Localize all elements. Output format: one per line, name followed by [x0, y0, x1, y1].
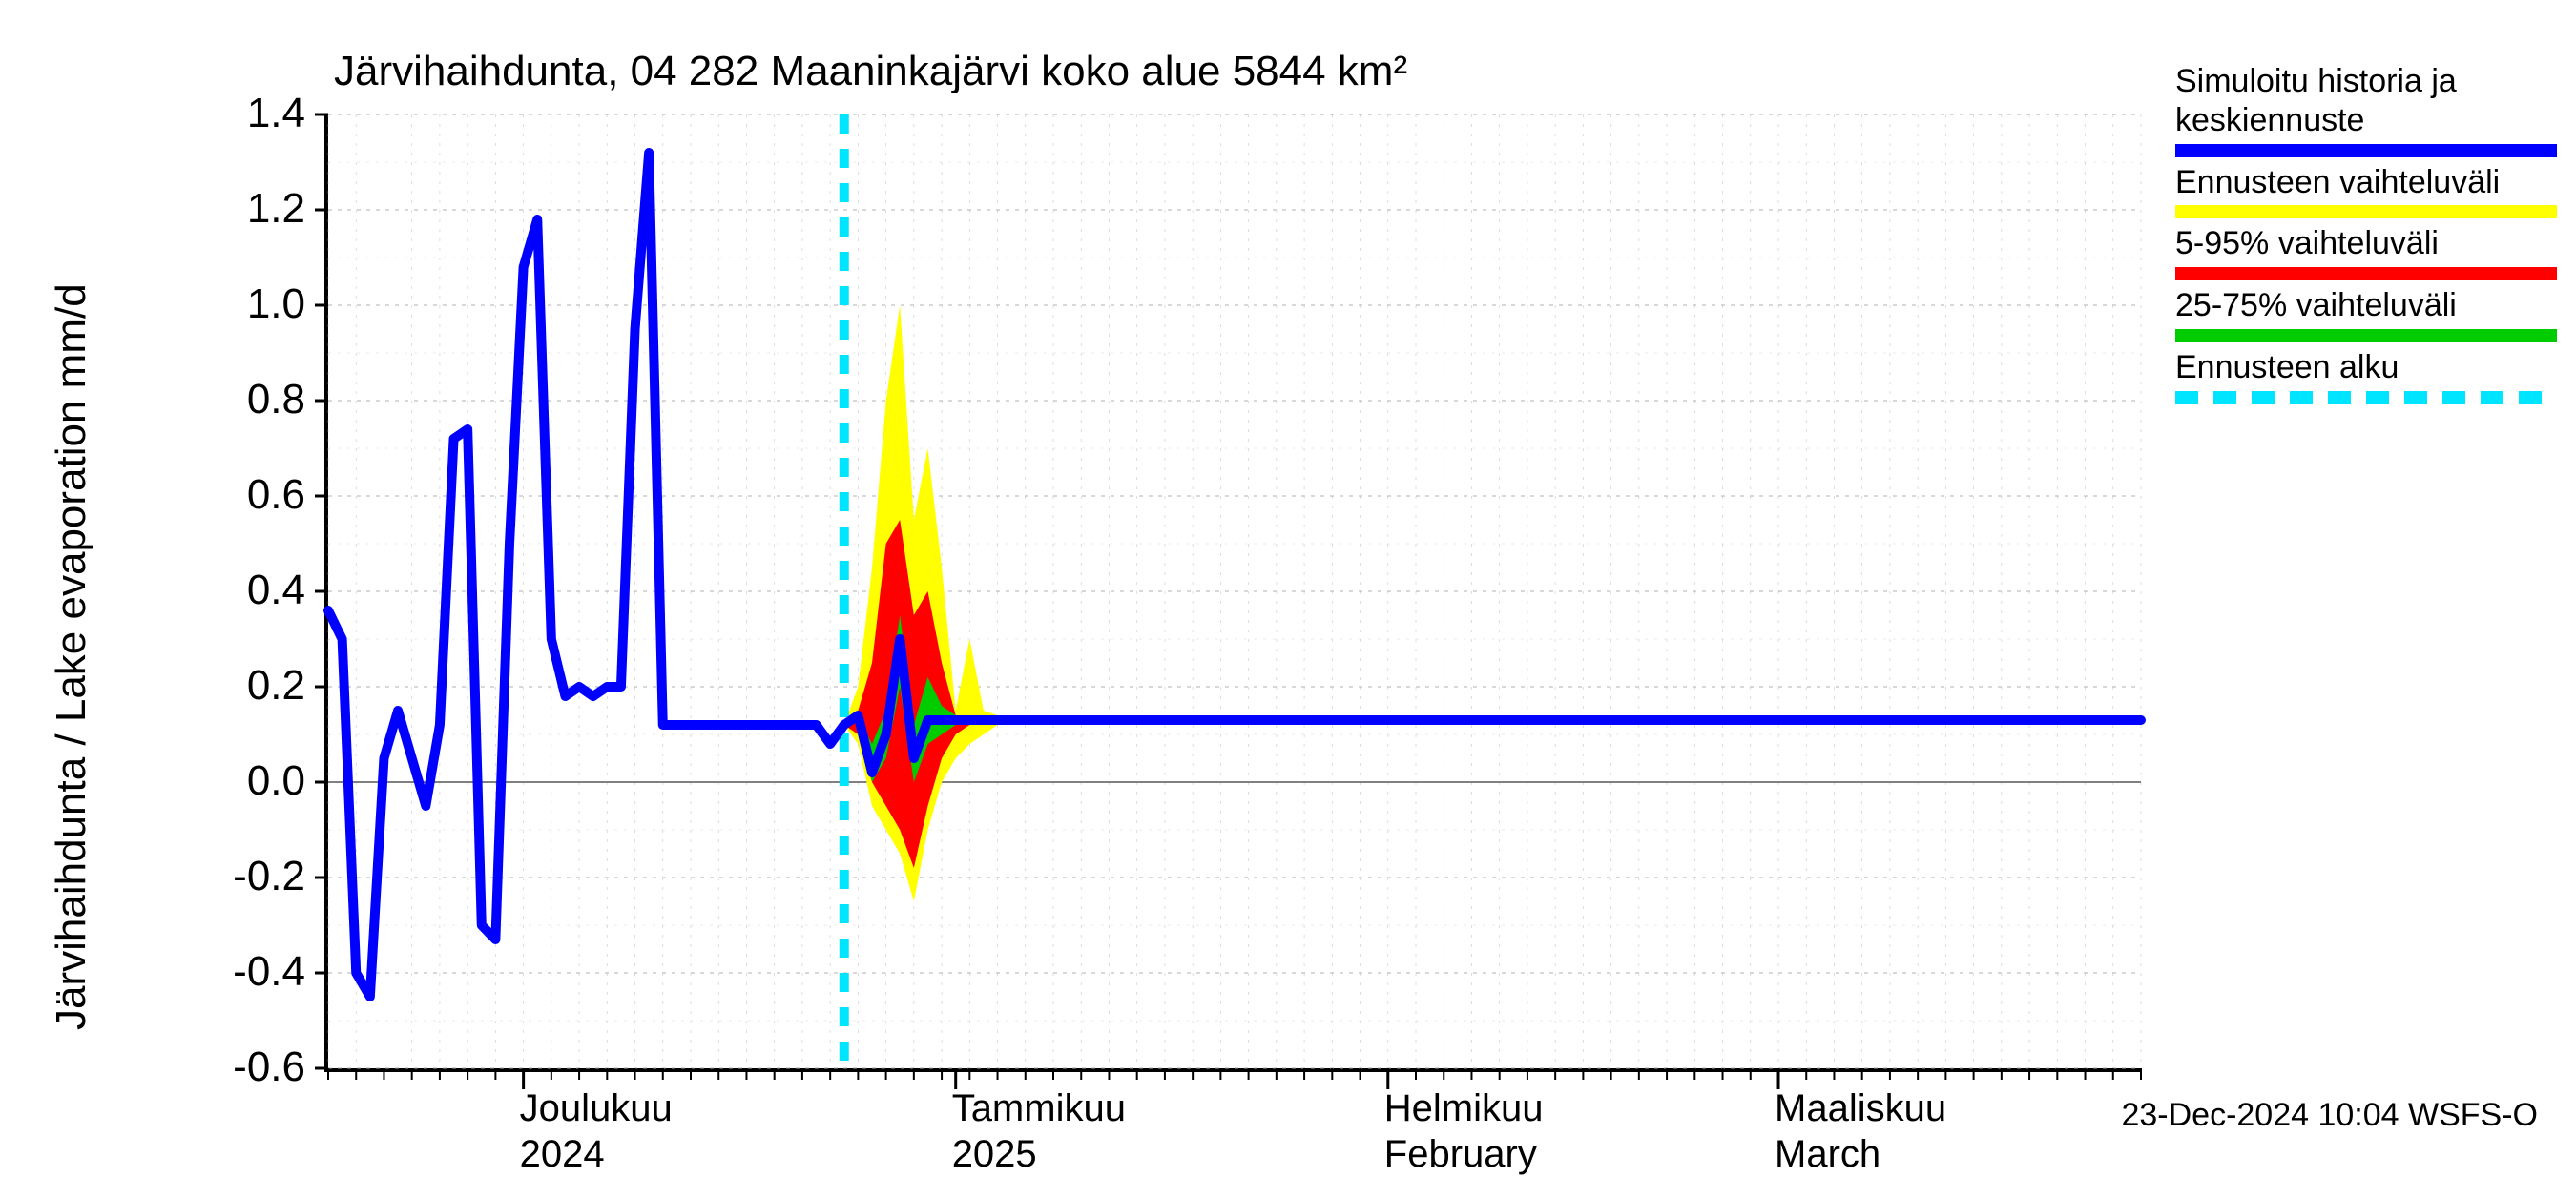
legend-item: 5-95% vaihteluväli [2175, 224, 2557, 280]
y-tick-label: -0.2 [191, 853, 305, 900]
y-tick-label: 0.2 [191, 662, 305, 710]
legend-item: Ennusteen vaihteluväli [2175, 163, 2557, 219]
y-tick-label: 1.4 [191, 90, 305, 137]
y-tick-label: 1.2 [191, 185, 305, 233]
plot-area [324, 114, 2141, 1072]
x-tick-label: HelmikuuFebruary [1384, 1085, 1544, 1177]
legend-label: Ennusteen alku [2175, 348, 2557, 387]
y-tick-label: 0.6 [191, 471, 305, 519]
chart-title: Järvihaihdunta, 04 282 Maaninkajärvi kok… [334, 48, 1407, 95]
y-tick-label: 1.0 [191, 280, 305, 328]
x-tick-label: MaaliskuuMarch [1775, 1085, 1946, 1177]
legend-label: Simuloitu historia ja [2175, 62, 2557, 101]
legend: Simuloitu historia jakeskiennuste Ennuste… [2175, 62, 2557, 410]
legend-label: keskiennuste [2175, 101, 2557, 140]
timestamp: 23-Dec-2024 10:04 WSFS-O [2121, 1097, 2538, 1134]
legend-label: Ennusteen vaihteluväli [2175, 163, 2557, 202]
x-tick-label: Tammikuu2025 [952, 1085, 1126, 1177]
y-axis-label: Järvihaihdunta / Lake evaporation mm/d [48, 283, 95, 1030]
plot-svg [328, 114, 2141, 1068]
legend-label: 5-95% vaihteluväli [2175, 224, 2557, 263]
y-tick-label: 0.0 [191, 757, 305, 805]
legend-swatch [2175, 144, 2557, 157]
y-tick-label: 0.8 [191, 376, 305, 423]
legend-swatch [2175, 205, 2557, 218]
legend-item: Simuloitu historia jakeskiennuste [2175, 62, 2557, 157]
legend-item: Ennusteen alku [2175, 348, 2557, 404]
y-tick-label: 0.4 [191, 567, 305, 614]
x-tick-label: Joulukuu2024 [520, 1085, 673, 1177]
legend-item: 25-75% vaihteluväli [2175, 286, 2557, 342]
y-tick-label: -0.6 [191, 1043, 305, 1091]
legend-swatch [2175, 391, 2557, 404]
legend-swatch [2175, 329, 2557, 342]
y-tick-label: -0.4 [191, 948, 305, 996]
legend-swatch [2175, 267, 2557, 280]
legend-label: 25-75% vaihteluväli [2175, 286, 2557, 325]
